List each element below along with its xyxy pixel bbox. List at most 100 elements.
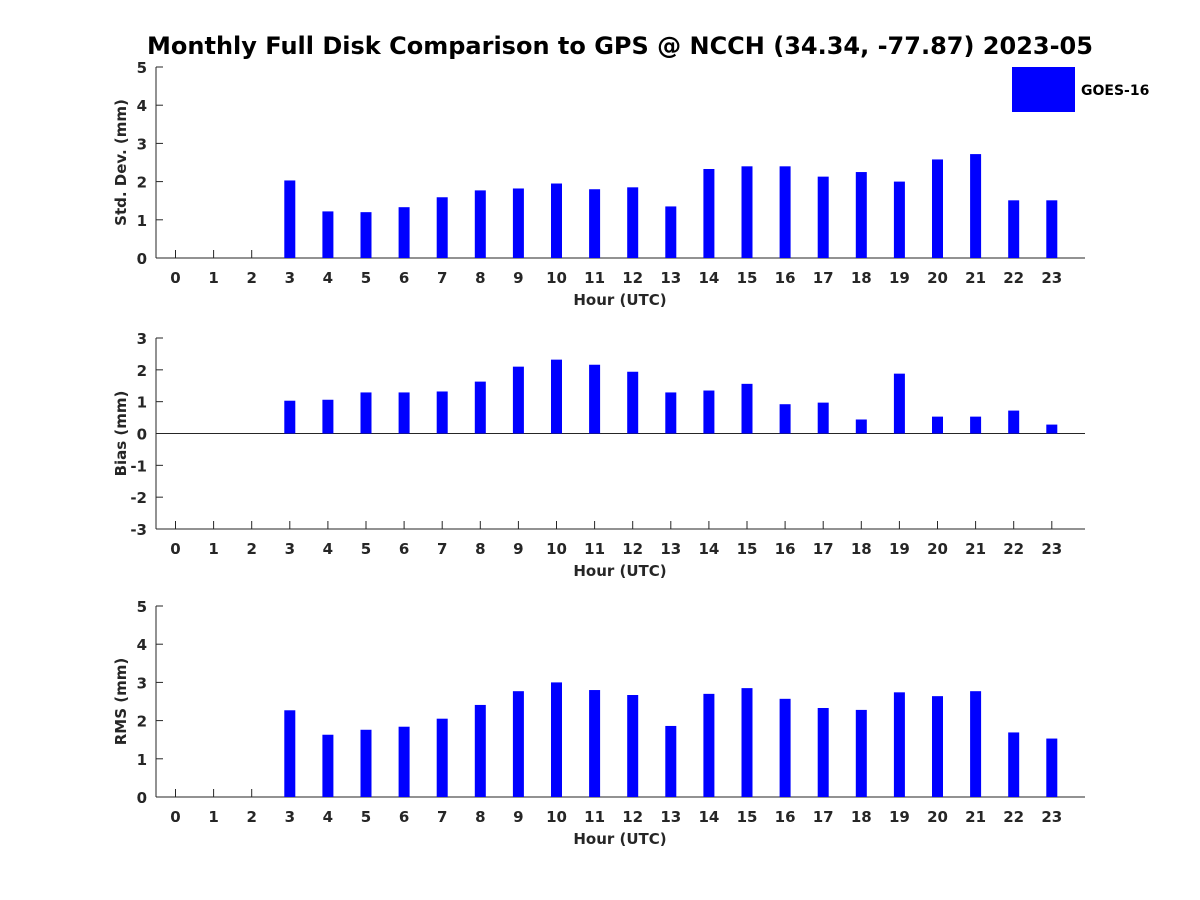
x-tick-label: 0	[170, 808, 180, 826]
bar	[1008, 200, 1020, 258]
chart-title: Monthly Full Disk Comparison to GPS @ NC…	[147, 32, 1093, 60]
bar	[1046, 738, 1058, 797]
x-tick-label: 12	[622, 269, 643, 287]
bar	[627, 695, 639, 797]
x-tick-label: 9	[513, 269, 523, 287]
x-tick-label: 16	[775, 540, 796, 558]
bar	[741, 166, 753, 258]
bar	[589, 364, 601, 434]
x-tick-label: 3	[285, 269, 295, 287]
bar	[436, 391, 448, 434]
x-tick-label: 4	[323, 269, 333, 287]
x-tick-label: 6	[399, 808, 409, 826]
x-tick-label: 5	[361, 269, 371, 287]
bar	[512, 188, 524, 258]
x-tick-label: 8	[475, 269, 485, 287]
bar	[665, 392, 677, 434]
bar	[1046, 200, 1058, 258]
bar	[474, 190, 486, 258]
x-tick-label: 23	[1041, 269, 1062, 287]
legend-label: GOES-16	[1081, 83, 1149, 99]
x-tick-label: 1	[208, 808, 218, 826]
x-tick-label: 16	[775, 269, 796, 287]
x-tick-label: 17	[813, 540, 834, 558]
y-tick-label: 4	[137, 97, 147, 115]
y-tick-label: -1	[130, 457, 147, 475]
x-tick-label: 22	[1003, 808, 1024, 826]
bar	[1008, 732, 1020, 797]
x-tick-label: 16	[775, 808, 796, 826]
y-tick-label: 2	[137, 174, 147, 192]
x-tick-label: 21	[965, 808, 986, 826]
x-tick-label: 14	[698, 269, 719, 287]
bar	[703, 168, 715, 258]
bar	[970, 154, 982, 258]
x-tick-label: 18	[851, 808, 872, 826]
y-tick-label: 2	[137, 362, 147, 380]
bar	[551, 183, 562, 258]
bar	[779, 166, 791, 258]
x-tick-label: 19	[889, 540, 910, 558]
y-tick-label: 3	[137, 330, 147, 348]
y-tick-label: 5	[137, 598, 147, 616]
x-tick-label: 19	[889, 269, 910, 287]
bar	[551, 359, 562, 434]
y-tick-label: 2	[137, 713, 147, 731]
legend: GOES-16	[1012, 67, 1149, 112]
y-tick-label: 1	[137, 394, 147, 412]
bar	[665, 725, 677, 797]
bar	[970, 416, 982, 434]
x-tick-label: 13	[660, 269, 681, 287]
y-tick-label: 1	[137, 751, 147, 769]
x-tick-label: 20	[927, 269, 948, 287]
bar	[741, 383, 753, 434]
x-tick-label: 2	[246, 540, 256, 558]
x-tick-label: 15	[737, 808, 758, 826]
x-tick-label: 15	[737, 540, 758, 558]
bar	[893, 692, 905, 797]
x-tick-label: 20	[927, 808, 948, 826]
bar	[1046, 424, 1058, 434]
x-tick-label: 15	[737, 269, 758, 287]
bar	[779, 404, 791, 434]
bar	[893, 181, 905, 258]
bar	[322, 211, 334, 258]
y-tick-label: 3	[137, 674, 147, 692]
x-tick-label: 4	[323, 540, 333, 558]
bar	[627, 371, 639, 434]
bar	[817, 176, 829, 258]
bar	[1008, 410, 1020, 434]
bar	[512, 691, 524, 797]
x-tick-label: 22	[1003, 540, 1024, 558]
y-tick-label: 0	[137, 250, 147, 268]
x-tick-label: 12	[622, 540, 643, 558]
x-tick-label: 0	[170, 269, 180, 287]
x-tick-label: 7	[437, 808, 447, 826]
x-tick-label: 2	[246, 269, 256, 287]
bar	[436, 197, 448, 258]
x-tick-label: 1	[208, 540, 218, 558]
x-tick-label: 17	[813, 269, 834, 287]
x-tick-label: 21	[965, 269, 986, 287]
x-tick-label: 3	[285, 540, 295, 558]
x-tick-label: 6	[399, 540, 409, 558]
bar	[855, 172, 867, 258]
bar	[932, 696, 943, 797]
bar	[932, 159, 943, 258]
x-tick-label: 9	[513, 808, 523, 826]
x-tick-label: 13	[660, 540, 681, 558]
x-tick-label: 11	[584, 808, 605, 826]
bar	[360, 392, 372, 434]
bar	[703, 693, 715, 797]
x-axis-label: Hour (UTC)	[573, 562, 666, 580]
bar	[474, 704, 486, 797]
x-tick-label: 18	[851, 540, 872, 558]
y-tick-label: 1	[137, 212, 147, 230]
bar	[398, 726, 410, 797]
x-tick-label: 14	[698, 540, 719, 558]
bar	[284, 710, 296, 797]
x-tick-label: 23	[1041, 808, 1062, 826]
bar	[589, 189, 601, 258]
x-tick-label: 20	[927, 540, 948, 558]
